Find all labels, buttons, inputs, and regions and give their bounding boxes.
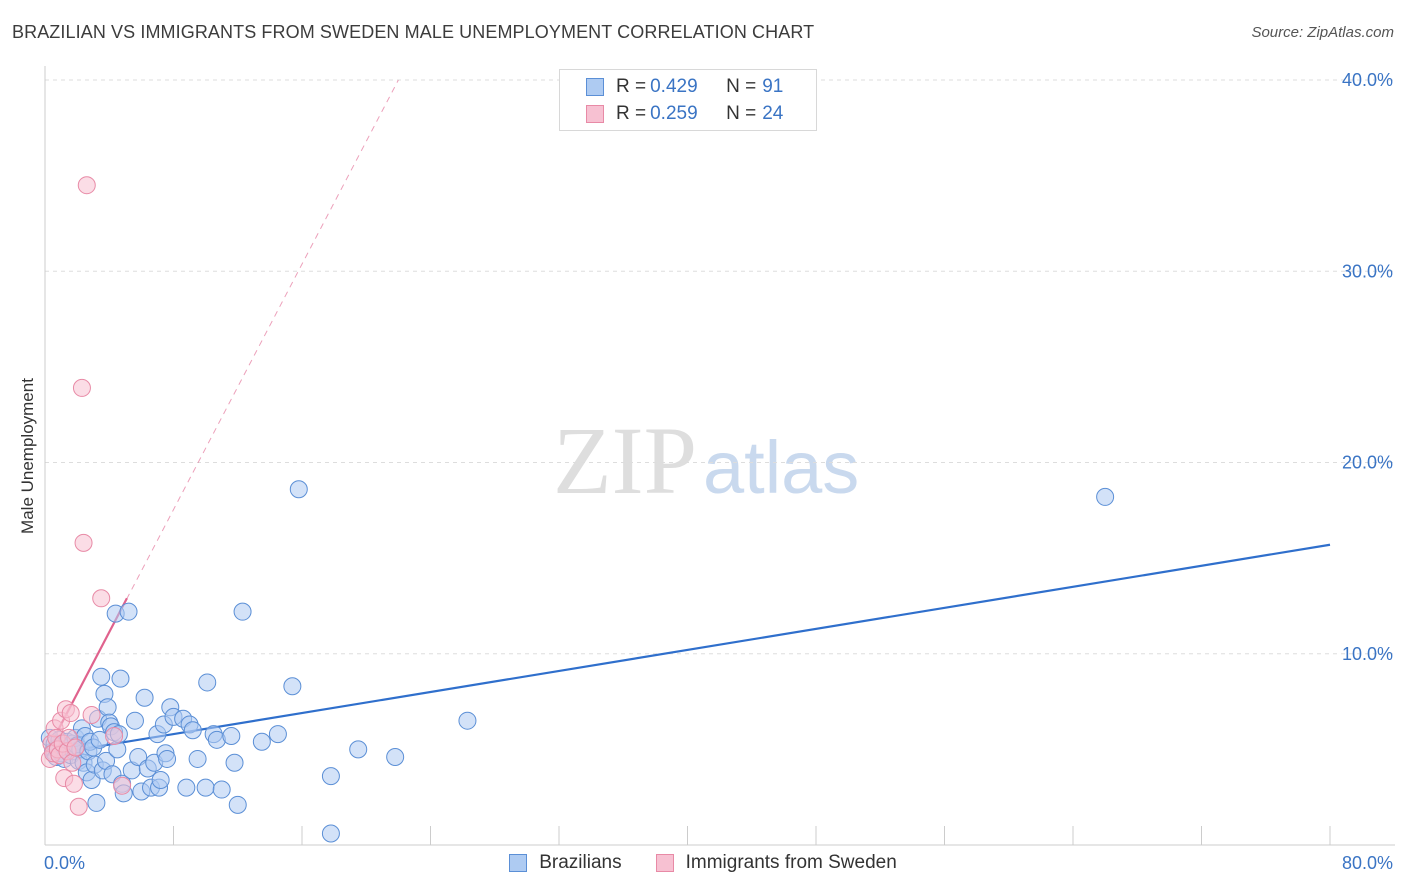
legend-r-label: R = <box>616 76 647 97</box>
point-brazilians <box>135 688 154 707</box>
legend-item-brazilians: Brazilians <box>509 852 622 874</box>
point-brazilians <box>228 795 247 814</box>
point-brazilians <box>321 767 340 786</box>
axes <box>44 66 1395 846</box>
point-sweden <box>63 753 82 772</box>
y-tick-label: 30.0% <box>1342 261 1393 281</box>
point-brazilians <box>98 698 117 717</box>
chart-title: BRAZILIAN VS IMMIGRANTS FROM SWEDEN MALE… <box>12 22 815 42</box>
point-brazilians <box>92 667 111 686</box>
point-brazilians <box>87 793 106 812</box>
point-brazilians <box>212 780 231 799</box>
point-brazilians <box>198 673 217 692</box>
legend-n-label: N = <box>726 76 757 97</box>
point-brazilians <box>125 711 144 730</box>
legend-r-label: R = <box>616 103 647 124</box>
legend-item-sweden: Immigrants from Sweden <box>655 852 897 874</box>
legend-row-brazilians: R = 0.429 N = 91 <box>586 75 783 99</box>
point-sweden <box>77 176 96 195</box>
legend-swatch-pink <box>586 105 604 123</box>
point-brazilians <box>252 732 271 751</box>
legend-n-value: 91 <box>762 76 784 97</box>
y-tick-label: 10.0% <box>1342 644 1393 664</box>
legend-swatch-blue <box>586 78 604 96</box>
point-brazilians <box>386 748 405 767</box>
legend-r-value: 0.259 <box>650 103 698 124</box>
point-brazilians <box>151 770 170 789</box>
watermark: ZIPatlas <box>553 405 859 516</box>
tick-labels: 10.0% 20.0% 30.0% 40.0% 0.0% 80.0% <box>44 70 1393 873</box>
point-brazilians <box>225 753 244 772</box>
point-brazilians <box>321 824 340 843</box>
point-brazilians <box>233 602 252 621</box>
point-sweden <box>69 797 88 816</box>
watermark-atlas: atlas <box>703 426 860 509</box>
point-sweden <box>105 726 124 745</box>
correlation-legend: R = 0.429 N = 91 R = 0.259 N = 24 <box>559 69 817 131</box>
point-brazilians <box>129 748 148 767</box>
point-sweden <box>82 705 101 724</box>
point-sweden <box>72 378 91 397</box>
data-points <box>40 176 1115 843</box>
x-tick-label: 0.0% <box>44 853 85 873</box>
trend-line-brazilians <box>44 543 1331 757</box>
legend-label-sweden: Immigrants from Sweden <box>685 852 897 873</box>
point-brazilians <box>188 749 207 768</box>
legend-swatch-pink <box>655 854 674 872</box>
y-tick-label: 40.0% <box>1342 70 1393 90</box>
legend-n-value: 24 <box>762 103 784 124</box>
point-brazilians <box>183 721 202 740</box>
legend-r-value: 0.429 <box>650 76 698 97</box>
point-brazilians <box>1096 487 1115 506</box>
point-brazilians <box>177 778 196 797</box>
point-sweden <box>92 589 111 608</box>
x-tick-label: 80.0% <box>1342 853 1393 873</box>
point-brazilians <box>283 677 302 696</box>
watermark-zip: ZIP <box>553 407 697 514</box>
source-label: Source: ZipAtlas.com <box>1251 24 1394 41</box>
legend-n-label: N = <box>726 103 757 124</box>
point-brazilians <box>111 669 130 688</box>
point-brazilians <box>119 602 138 621</box>
point-brazilians <box>349 740 368 759</box>
point-sweden <box>61 704 80 723</box>
legend-label-brazilians: Brazilians <box>539 852 622 873</box>
point-sweden <box>66 738 85 757</box>
point-brazilians <box>158 749 177 768</box>
point-sweden <box>64 774 83 793</box>
y-tick-label: 20.0% <box>1342 453 1393 473</box>
legend-swatch-blue <box>509 854 528 872</box>
point-sweden <box>113 776 132 795</box>
point-brazilians <box>289 480 308 499</box>
point-brazilians <box>458 711 477 730</box>
point-brazilians <box>196 778 215 797</box>
legend-row-sweden: R = 0.259 N = 24 <box>586 102 783 126</box>
series-legend: Brazilians Immigrants from Sweden <box>0 852 1406 874</box>
point-brazilians <box>268 725 287 744</box>
point-sweden <box>74 533 93 552</box>
point-brazilians <box>222 726 241 745</box>
